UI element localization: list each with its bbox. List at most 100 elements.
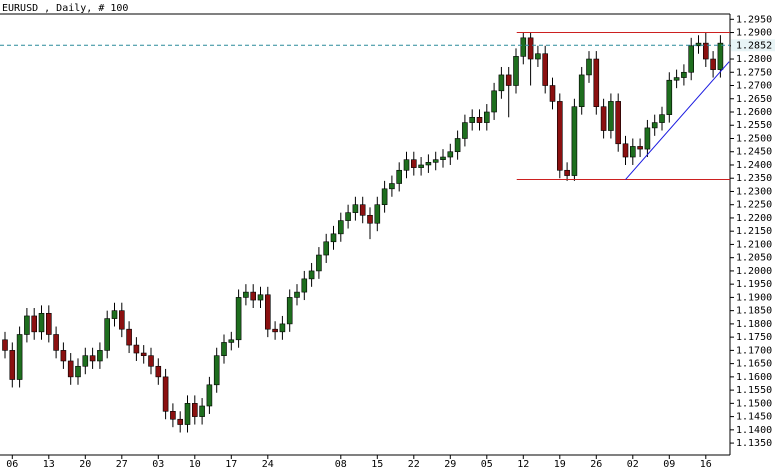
candle-body — [578, 74, 585, 108]
y-tick-label: 1.2200 — [736, 213, 772, 224]
x-tick-label: 08 — [335, 459, 347, 469]
y-tick-label: 1.1550 — [736, 385, 772, 396]
candle-body — [403, 159, 410, 171]
x-tick-label: 26 — [590, 459, 602, 469]
y-tick-label: 1.2650 — [736, 94, 772, 105]
candle-body — [53, 334, 59, 351]
y-tick-label: 1.2900 — [736, 28, 772, 39]
y-tick-label: 1.2600 — [736, 107, 772, 118]
candle-body — [556, 101, 563, 171]
candle-body — [629, 146, 636, 158]
candle-body — [352, 204, 359, 213]
candle-body — [213, 355, 220, 386]
y-tick-label: 1.2300 — [736, 186, 772, 197]
candle-body — [337, 220, 344, 235]
y-tick-label: 1.2800 — [736, 54, 772, 65]
x-tick-label: 20 — [79, 459, 91, 469]
candle-body — [264, 294, 271, 330]
candle-body — [374, 204, 381, 224]
candle-body — [199, 405, 205, 417]
candle-body — [126, 328, 132, 346]
candle-body — [133, 344, 140, 354]
candle-body — [279, 323, 286, 333]
y-tick-label: 1.2100 — [736, 239, 772, 250]
candle-body — [272, 328, 278, 333]
candle-body — [148, 355, 154, 367]
candle-body — [520, 37, 527, 57]
candle-body — [184, 403, 191, 425]
candle-body — [9, 350, 16, 380]
candle-body — [316, 254, 322, 272]
candle-body — [228, 339, 235, 343]
y-tick-label: 1.2950 — [736, 14, 772, 25]
candle-body — [82, 355, 89, 367]
trend-line — [625, 61, 730, 180]
candle-body — [513, 56, 519, 86]
candle-body — [359, 204, 366, 216]
candle-body — [250, 291, 256, 301]
candle-body — [447, 151, 454, 158]
x-tick-label: 15 — [371, 459, 383, 469]
candle-body — [425, 162, 432, 166]
candle-body — [593, 58, 600, 108]
candle-body — [301, 278, 308, 293]
candle-body — [586, 58, 592, 76]
candle-body — [564, 169, 570, 176]
y-tick-label: 1.1800 — [736, 319, 772, 330]
candle-body — [702, 42, 709, 60]
candle-body — [24, 315, 30, 335]
candle-body — [432, 159, 439, 163]
y-tick-label: 1.1850 — [736, 306, 772, 317]
candle-body — [527, 37, 534, 60]
candle-body — [498, 74, 505, 92]
candle-body — [330, 233, 337, 243]
candle-body — [257, 294, 264, 301]
candle-body — [389, 183, 395, 190]
x-tick-label: 03 — [152, 459, 164, 469]
x-tick-label: 19 — [554, 459, 566, 469]
candle-body — [396, 169, 403, 184]
candle-body — [155, 365, 162, 378]
candle-body — [571, 106, 578, 176]
candle-body — [16, 334, 23, 380]
candle-body — [644, 127, 651, 150]
x-tick-label: 09 — [663, 459, 675, 469]
y-tick-label: 1.2700 — [736, 81, 772, 92]
candle-body — [469, 116, 476, 123]
candle-body — [651, 122, 658, 129]
y-tick-label: 1.2250 — [736, 200, 772, 211]
candle-body — [192, 403, 198, 417]
candle-body — [206, 384, 213, 407]
candle-body — [162, 376, 169, 412]
candle-body — [45, 312, 52, 335]
candle-body — [345, 212, 351, 221]
candle-body — [323, 241, 330, 256]
candle-body — [410, 159, 417, 168]
candle-body — [717, 42, 724, 70]
x-tick-label: 17 — [225, 459, 237, 469]
candle-body — [286, 297, 293, 325]
y-tick-label: 1.2500 — [736, 133, 772, 144]
candle-body — [97, 350, 103, 362]
candle-body — [608, 101, 614, 131]
x-tick-label: 29 — [444, 459, 456, 469]
candle-body — [440, 156, 446, 160]
y-tick-label: 1.2350 — [736, 173, 772, 184]
candle-body — [381, 188, 388, 206]
chart-title: EURUSD , Daily, # 100 — [2, 3, 128, 14]
x-tick-label: 05 — [481, 459, 493, 469]
candle-body — [476, 116, 483, 123]
candle-body — [710, 58, 716, 70]
y-tick-label: 1.1400 — [736, 425, 772, 436]
candle-body — [243, 291, 249, 298]
x-tick-label: 12 — [517, 459, 529, 469]
candle-body — [666, 79, 673, 115]
candle-body — [31, 315, 38, 333]
candle-body — [75, 365, 81, 378]
candle-body — [119, 310, 125, 330]
candle-body — [60, 350, 67, 362]
candle-body — [221, 342, 227, 356]
current-price-label: 1.2852 — [736, 40, 772, 51]
candle-body — [418, 164, 424, 168]
